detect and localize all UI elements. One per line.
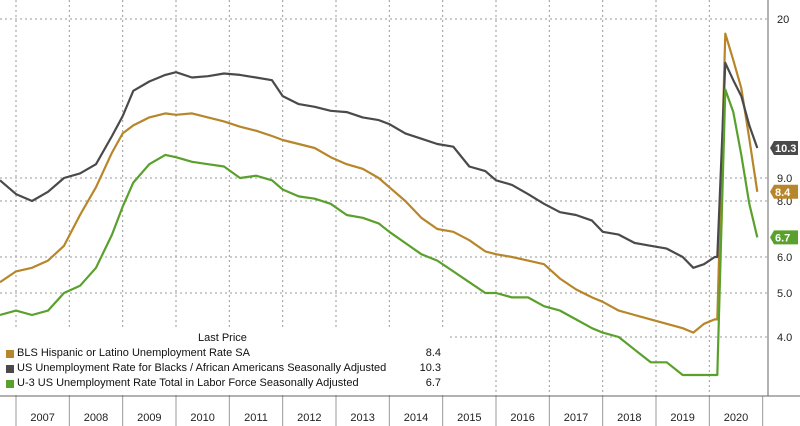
x-tick-label: 2018 bbox=[617, 412, 641, 424]
legend-swatch-black bbox=[6, 364, 14, 373]
x-tick-label: 2013 bbox=[350, 412, 374, 424]
x-tick-label: 2007 bbox=[30, 412, 54, 424]
legend-value-hispanic: 8.4 bbox=[425, 347, 441, 359]
legend-label-hispanic: BLS Hispanic or Latino Unemployment Rate… bbox=[17, 347, 250, 359]
legend-label-black: US Unemployment Rate for Blacks / Africa… bbox=[17, 362, 387, 374]
last-value-badge-u3: 6.7 bbox=[770, 230, 798, 245]
y-tick-label: 4.0 bbox=[777, 332, 792, 344]
x-tick-label: 2019 bbox=[670, 412, 694, 424]
legend: Last Price BLS Hispanic or Latino Unempl… bbox=[0, 329, 447, 394]
legend-header: Last Price bbox=[198, 332, 247, 344]
y-axis: 4.0 5.0 6.0 8.0 9.0 20 bbox=[767, 0, 792, 396]
badge-text: 10.3 bbox=[775, 143, 796, 155]
x-tick-label: 2015 bbox=[457, 412, 481, 424]
last-value-labels: 8.4 10.3 6.7 bbox=[770, 141, 798, 245]
x-tick-label: 2010 bbox=[190, 412, 214, 424]
legend-value-u3: 6.7 bbox=[425, 377, 441, 389]
last-value-badge-black: 10.3 bbox=[770, 141, 798, 155]
x-tick-label: 2009 bbox=[137, 412, 161, 424]
y-tick-label: 6.0 bbox=[777, 252, 792, 264]
x-tick-label: 2008 bbox=[84, 412, 108, 424]
x-tick-label: 2020 bbox=[724, 412, 748, 424]
badge-shape bbox=[770, 141, 798, 155]
last-value-badge-hispanic: 8.4 bbox=[770, 184, 798, 199]
legend-swatch-hispanic bbox=[6, 349, 14, 358]
y-tick-label: 20 bbox=[777, 14, 789, 26]
legend-value-black: 10.3 bbox=[419, 362, 441, 374]
x-axis: 2007 2008 2009 2010 2011 2012 2013 2014 2015 2016… bbox=[0, 395, 800, 426]
series-line-hispanic bbox=[0, 32, 759, 334]
legend-label-u3: U-3 US Unemployment Rate Total in Labor … bbox=[17, 377, 359, 389]
x-tick-label: 2017 bbox=[564, 412, 588, 424]
x-tick-label: 2016 bbox=[510, 412, 534, 424]
y-tick-label: 9.0 bbox=[777, 173, 792, 185]
series-lines bbox=[0, 32, 759, 377]
x-tick-label: 2014 bbox=[404, 412, 428, 424]
legend-row-black: US Unemployment Rate for Blacks / Africa… bbox=[6, 361, 441, 376]
x-tick-label: 2011 bbox=[244, 412, 268, 424]
badge-shape bbox=[770, 184, 798, 199]
badge-text: 8.4 bbox=[775, 187, 791, 199]
y-tick-label: 5.0 bbox=[777, 288, 792, 300]
legend-row-u3: U-3 US Unemployment Rate Total in Labor … bbox=[6, 376, 441, 391]
badge-shape bbox=[770, 230, 798, 245]
x-tick-label: 2012 bbox=[297, 412, 321, 424]
badge-text: 6.7 bbox=[775, 232, 790, 244]
series-line-black bbox=[0, 61, 759, 269]
series-line-u3 bbox=[0, 88, 759, 377]
legend-row-hispanic: BLS Hispanic or Latino Unemployment Rate… bbox=[6, 346, 441, 361]
y-tick-label: 8.0 bbox=[777, 196, 792, 208]
legend-swatch-u3 bbox=[6, 379, 14, 388]
